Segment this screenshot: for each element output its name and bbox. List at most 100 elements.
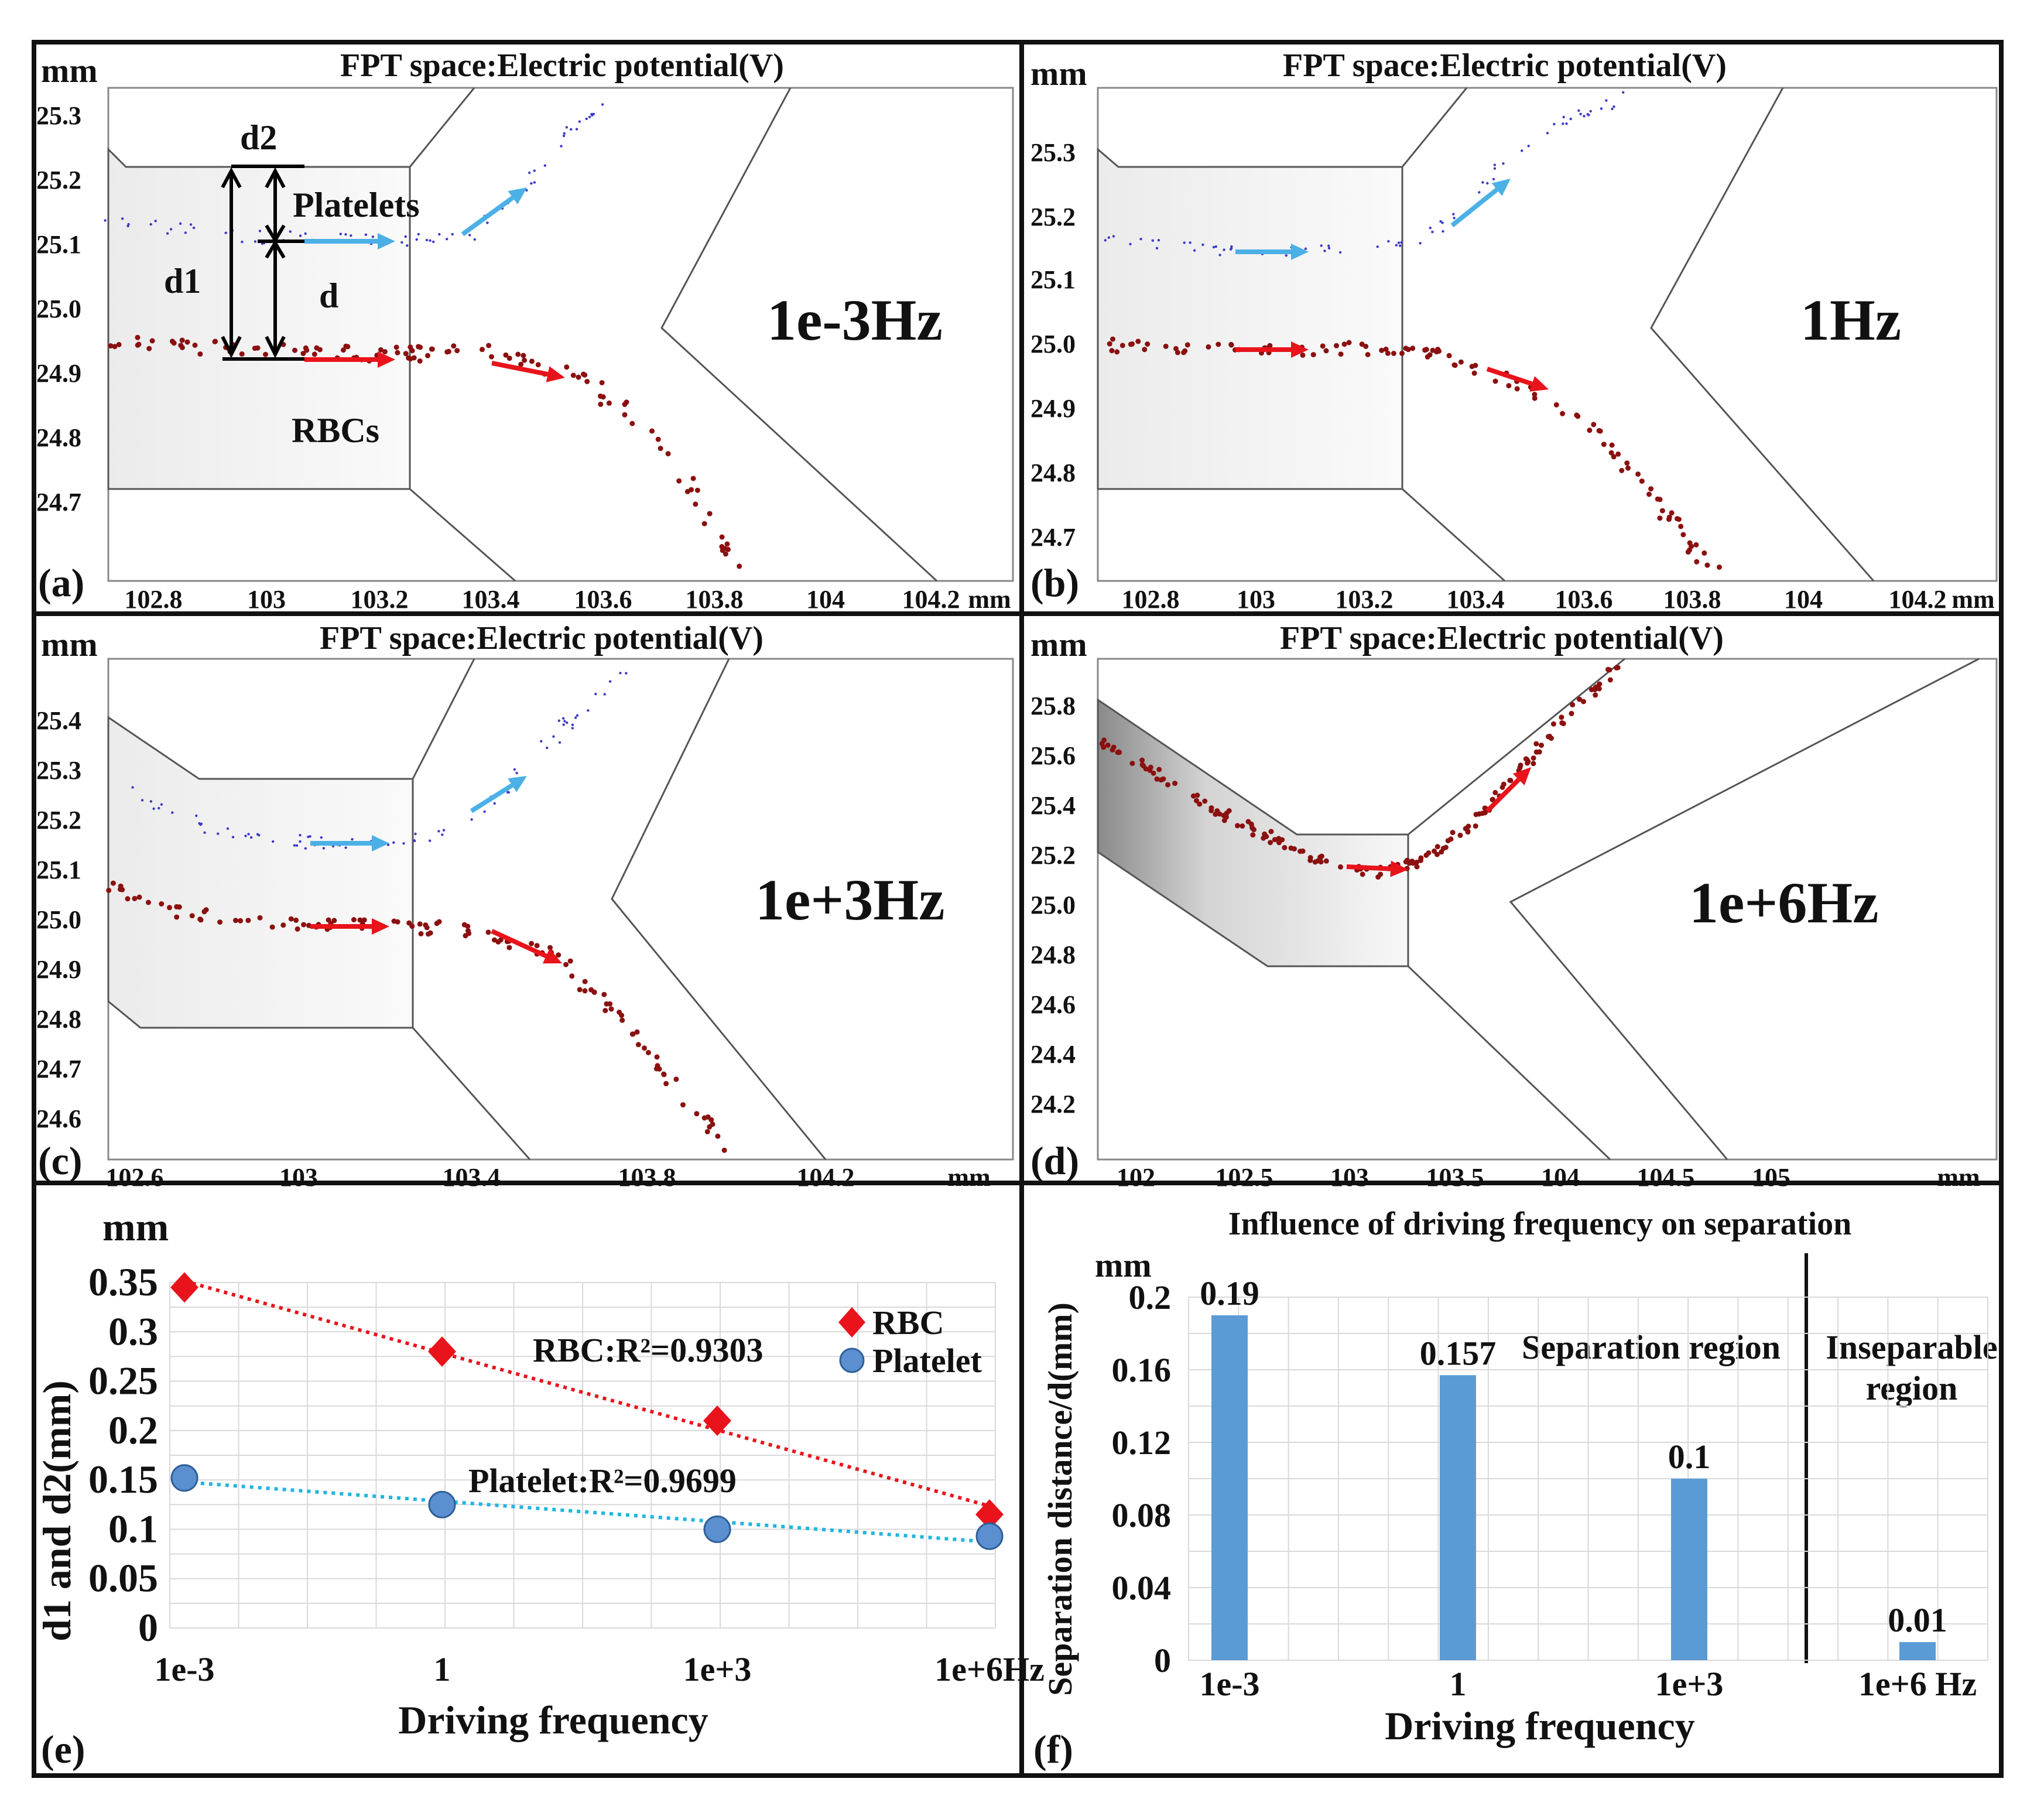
rbc-particle xyxy=(169,338,175,344)
rbc-particle xyxy=(446,348,451,354)
rbc-particle xyxy=(311,351,317,357)
rbc-particle xyxy=(1403,346,1409,351)
x-tick: 104.2 xyxy=(797,1163,855,1192)
rbc-particle xyxy=(1506,383,1512,389)
x-tick: 103 xyxy=(247,585,286,614)
platelet-particle xyxy=(552,735,555,738)
rbc-particle xyxy=(1717,565,1722,570)
rbc-particle xyxy=(1148,764,1153,770)
x-tick-label: 1e+3 xyxy=(1655,1665,1724,1703)
y-tick-label: 0.15 xyxy=(88,1457,158,1502)
rbc-particle xyxy=(451,343,457,349)
platelet-particle xyxy=(413,839,416,843)
rbc-particle xyxy=(1202,798,1208,804)
rbc-particle xyxy=(382,349,388,355)
y-tick: 25.2 xyxy=(1030,203,1076,231)
panel-b-label: (b) xyxy=(1030,560,1079,605)
y-tick-label: 0.1 xyxy=(108,1506,158,1551)
rbc-particle xyxy=(295,926,300,932)
panel-d-frequency: 1e+6Hz xyxy=(1689,870,1879,935)
rbc-particle xyxy=(1163,343,1169,349)
platelet-particle xyxy=(1442,230,1444,233)
panel-b-arrows xyxy=(1235,179,1549,392)
rbc-particle xyxy=(1560,721,1566,727)
platelet-particle xyxy=(344,846,347,849)
platelet-particle xyxy=(540,740,543,743)
y-tick: 25.2 xyxy=(36,166,81,194)
bar xyxy=(1671,1479,1707,1660)
rbc-particle xyxy=(486,343,492,348)
platelet-particle xyxy=(1338,251,1342,254)
platelet-particle xyxy=(295,844,299,847)
platelet-particle xyxy=(320,836,323,839)
legend-platelet-label: Platelet xyxy=(872,1342,982,1380)
rbc-particle xyxy=(661,1072,667,1078)
x-tick: 104.5 xyxy=(1637,1163,1695,1192)
y-tick-label: 0 xyxy=(138,1605,158,1650)
platelet-particle xyxy=(1486,182,1489,185)
platelet-particle xyxy=(468,234,471,237)
rbc-particle xyxy=(567,958,573,964)
y-tick-label: 0.12 xyxy=(1112,1424,1172,1462)
rbc-particle xyxy=(1214,808,1220,814)
platelet-particle xyxy=(1429,227,1432,230)
legend-rbc-label: RBC xyxy=(872,1304,944,1342)
rbc-particle xyxy=(1173,346,1179,351)
platelet-particle xyxy=(289,230,292,233)
rbc-particle xyxy=(1466,823,1471,829)
panel-a-x-unit: mm xyxy=(968,585,1011,614)
x-tick: 103.4 xyxy=(1447,585,1505,614)
rbc-particle xyxy=(1655,496,1660,502)
panel-a-distance-annotation xyxy=(221,165,304,361)
rbc-particle xyxy=(1310,352,1316,358)
rbc-particle xyxy=(1553,402,1559,408)
platelet-particle xyxy=(601,103,604,106)
rbc-particle xyxy=(1615,451,1621,457)
platelet-particle xyxy=(438,232,441,236)
rbc-particle xyxy=(106,888,112,893)
arrow-head xyxy=(1291,244,1309,260)
rbc-particle xyxy=(1575,413,1581,419)
platelet-particle xyxy=(160,803,163,806)
platelet-particle xyxy=(247,833,250,836)
panel-d-arrows xyxy=(1346,767,1531,877)
arrow-head xyxy=(508,187,527,204)
platelet-particle xyxy=(446,238,448,241)
rbc-particle xyxy=(582,979,588,984)
rbc-particle xyxy=(149,338,155,344)
flow-arrow xyxy=(304,351,395,368)
y-tick: 25.0 xyxy=(1030,330,1076,358)
rbc-particle xyxy=(1531,755,1536,761)
panel-a-frequency: 1e-3Hz xyxy=(767,288,943,353)
rbc-particle xyxy=(1139,757,1145,763)
x-tick: 103.8 xyxy=(686,585,744,614)
rbc-particle xyxy=(701,521,707,526)
rbc-particle xyxy=(724,541,730,547)
d-label: d xyxy=(319,276,338,315)
platelet-particle xyxy=(442,829,446,832)
rbc-particle xyxy=(108,343,114,349)
rbc-particle xyxy=(301,922,307,928)
inseparable-region-line1: Inseparable xyxy=(1826,1328,1997,1366)
bar xyxy=(1899,1642,1936,1660)
panel-d-title: FPT space:Electric potential(V) xyxy=(1280,620,1724,656)
x-tick: 103.8 xyxy=(618,1163,676,1192)
rbc-particle xyxy=(1128,341,1134,347)
y-tick: 25.0 xyxy=(36,295,81,323)
rbc-particle xyxy=(1593,692,1598,698)
y-tick: 25.3 xyxy=(36,756,81,785)
bar-value-label: 0.1 xyxy=(1668,1438,1711,1476)
rbc-particle xyxy=(1427,352,1433,358)
platelet-particle xyxy=(152,807,155,810)
y-tick: 24.7 xyxy=(1030,523,1076,552)
rbc-particle xyxy=(690,476,696,481)
panel-d-y-unit: mm xyxy=(1030,625,1087,663)
platelet-point xyxy=(975,1522,1004,1550)
platelet-particle xyxy=(1562,115,1565,119)
rbc-particle xyxy=(1678,524,1684,529)
rbc-particle xyxy=(1457,832,1463,838)
panel-c-arrows xyxy=(310,776,562,964)
rbc-particle xyxy=(1434,844,1440,850)
rbc-particle xyxy=(649,428,655,434)
rbc-particle xyxy=(314,345,320,351)
